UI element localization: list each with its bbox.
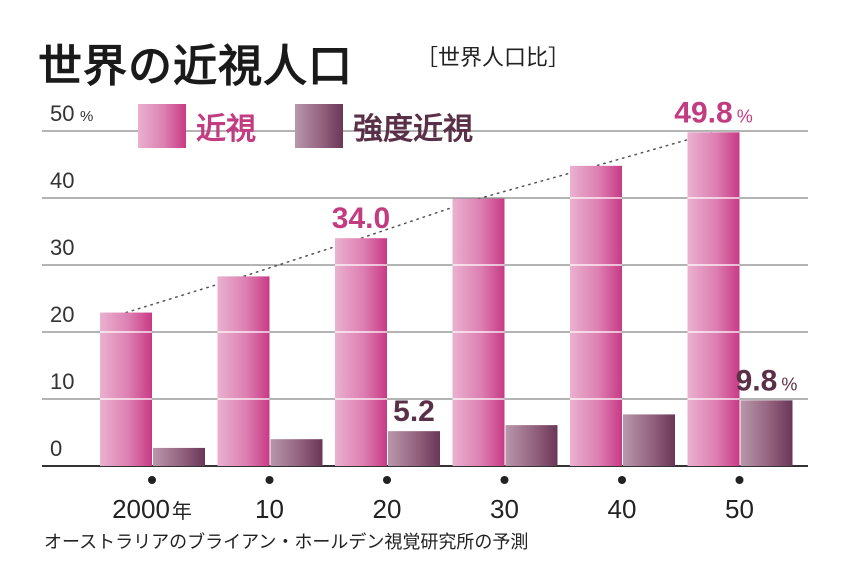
y-tick-label: 20 <box>50 302 74 327</box>
y-unit-label: % <box>80 108 93 125</box>
y-tick-label: 40 <box>50 168 74 193</box>
x-tick-dot <box>265 476 274 484</box>
bar-myopia <box>570 165 622 466</box>
bar-high-myopia <box>153 447 205 466</box>
x-tick-label: 40 <box>608 494 637 524</box>
bar-high-myopia <box>505 425 558 466</box>
x-tick-label: 10 <box>255 494 284 524</box>
chart-title: 世界の近視人口 <box>38 41 353 92</box>
x-tick-dot <box>383 476 391 484</box>
bar-high-myopia <box>623 414 675 466</box>
legend-label: 強度近視 <box>353 112 473 147</box>
x-tick-dot <box>618 476 626 484</box>
bar-high-myopia <box>740 400 793 466</box>
x-tick-dot <box>148 476 156 484</box>
y-tick-label: 30 <box>50 235 74 260</box>
bar-myopia <box>335 238 387 466</box>
bar-high-myopia <box>388 431 440 466</box>
source-note: オーストラリアのブライアン・ホールデン視覚研究所の予測 <box>44 532 529 553</box>
bar-high-myopia <box>270 439 323 466</box>
data-label: 9.8% <box>736 364 798 397</box>
x-tick-label: 30 <box>490 494 519 524</box>
x-tick-label: 50 <box>725 494 754 524</box>
chart-subtitle: ［世界人口比］ <box>416 46 571 71</box>
x-tick-dot <box>500 476 509 484</box>
legend-swatch-myopia <box>138 104 186 148</box>
legend-swatch-high-myopia <box>295 104 343 148</box>
legend-label: 近視 <box>196 112 256 147</box>
x-tick-label: 20 <box>373 494 402 524</box>
bar-myopia <box>217 276 270 466</box>
bar-myopia <box>100 312 152 466</box>
x-tick-dot <box>735 476 744 484</box>
bar-myopia <box>687 132 740 466</box>
data-label: 5.2 <box>393 395 435 428</box>
y-tick-label: 50 <box>50 101 74 126</box>
trend-line <box>125 131 715 314</box>
data-label: 49.8% <box>674 96 752 129</box>
y-tick-label: 0 <box>50 436 62 461</box>
x-tick-label: 2000 年 <box>112 494 192 524</box>
data-label: 34.0 <box>332 202 390 235</box>
y-tick-label: 10 <box>50 369 74 394</box>
